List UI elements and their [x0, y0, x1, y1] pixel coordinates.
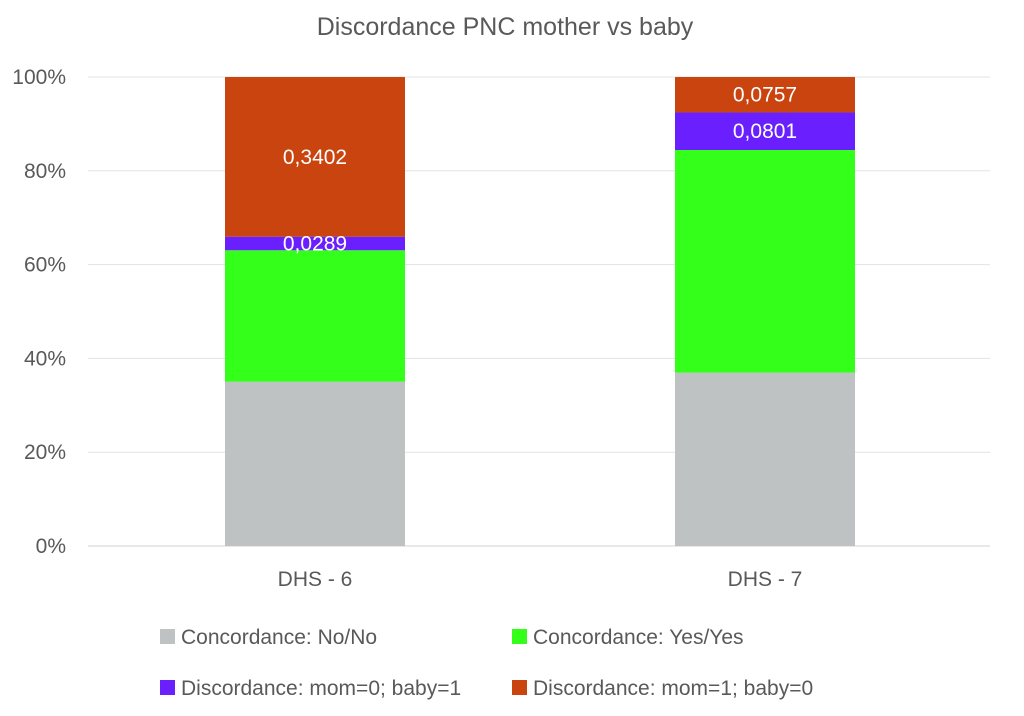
bar-segment	[225, 381, 405, 546]
y-tick-label: 0%	[36, 535, 66, 558]
y-axis-tick-labels: 0% 20% 40% 60% 80% 100%	[12, 66, 66, 558]
y-tick-label: 80%	[24, 160, 66, 183]
y-tick-label: 40%	[24, 347, 66, 370]
data-label: 0,0757	[733, 84, 797, 107]
x-category-label: DHS - 6	[278, 568, 353, 591]
x-category-label: DHS - 7	[728, 568, 803, 591]
legend-swatch	[512, 680, 527, 695]
legend: Concordance: No/No Concordance: Yes/Yes Di…	[160, 626, 813, 700]
legend-label: Discordance: mom=1; baby=0	[533, 677, 813, 700]
data-label: 0,0801	[733, 120, 797, 143]
y-tick-label: 100%	[12, 66, 66, 89]
y-tick-label: 20%	[24, 441, 66, 464]
y-tick-label: 60%	[24, 254, 66, 277]
bars	[225, 77, 855, 546]
legend-label: Discordance: mom=0; baby=1	[181, 677, 461, 700]
bar-segment	[675, 77, 855, 113]
bar-segment	[225, 77, 405, 237]
bar-segment	[675, 112, 855, 151]
x-axis-category-labels: DHS - 6 DHS - 7	[278, 568, 803, 591]
legend-swatch	[512, 629, 527, 644]
data-labels: 0,0289 0,3402 0,0801 0,0757	[283, 84, 797, 256]
bar-segment	[675, 372, 855, 546]
data-label: 0,0289	[283, 232, 347, 255]
legend-swatch	[160, 629, 175, 644]
bar-segment	[675, 150, 855, 373]
bar-segment	[225, 250, 405, 382]
legend-label: Concordance: Yes/Yes	[533, 626, 744, 649]
legend-swatch	[160, 680, 175, 695]
chart-title: Discordance PNC mother vs baby	[317, 13, 694, 41]
data-label: 0,3402	[283, 146, 347, 169]
bar-segment	[225, 236, 405, 251]
legend-label: Concordance: No/No	[181, 626, 377, 649]
